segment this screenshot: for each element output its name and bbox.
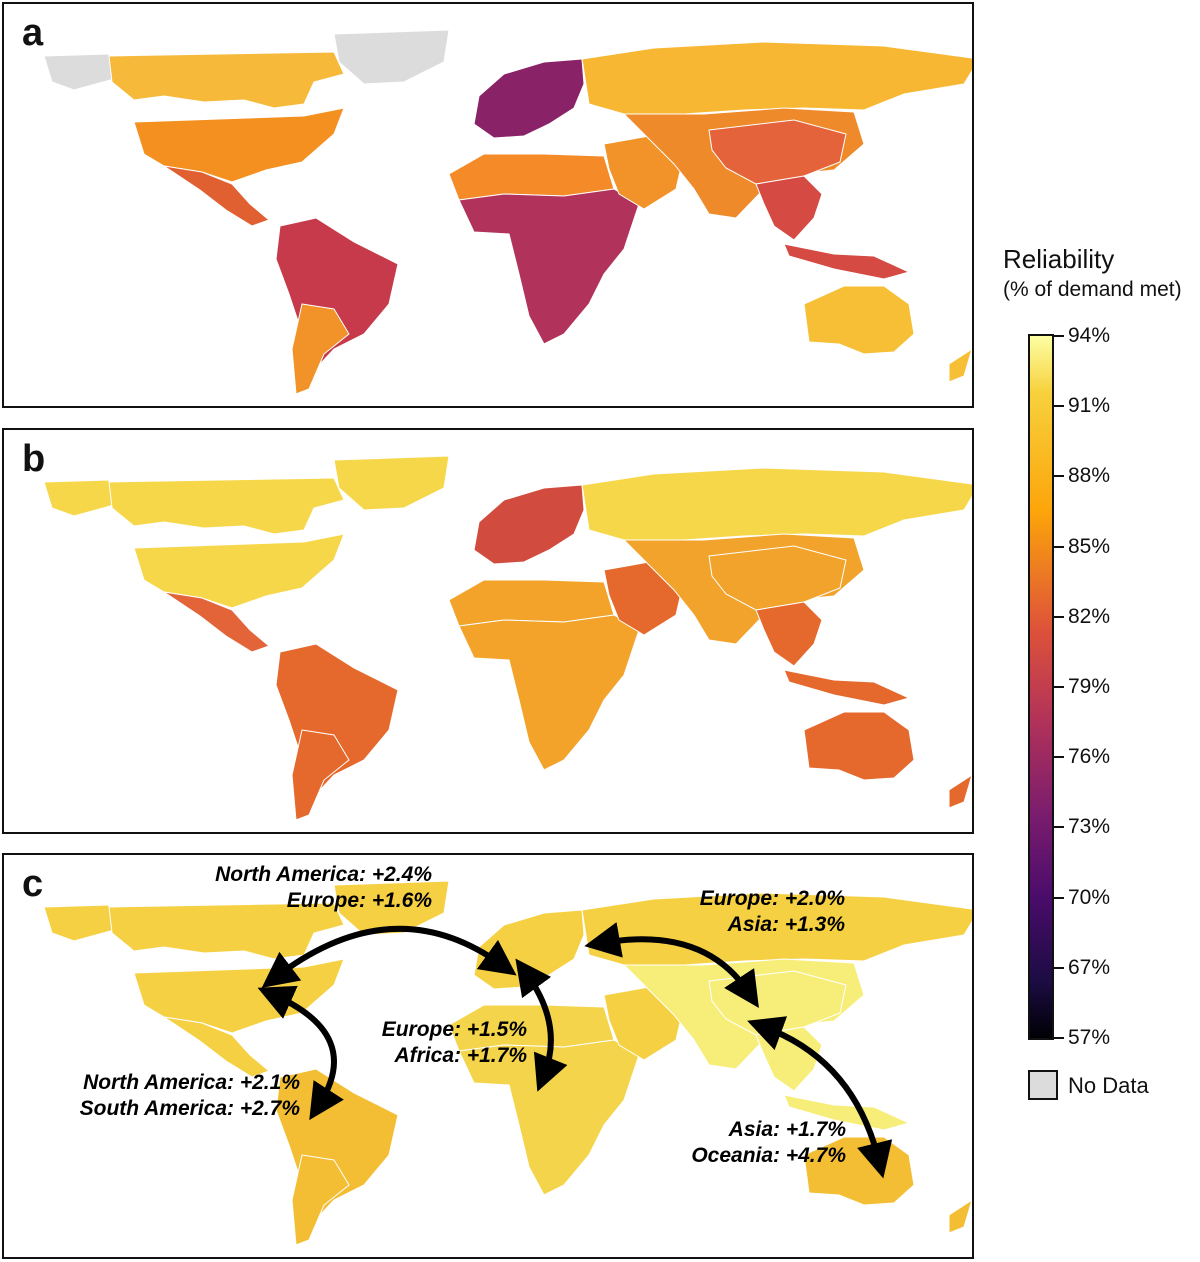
region-russia <box>581 41 972 115</box>
annotation-north-america-south-america: North America: +2.1% South America: +2.7… <box>20 1070 300 1122</box>
arrow-europe-asia <box>584 922 759 1009</box>
region-mexico <box>163 591 270 653</box>
annotation-line: Europe: +1.5% <box>381 1018 527 1041</box>
colorbar-tick <box>1054 615 1064 618</box>
annotation-line: Oceania: +4.7% <box>691 1144 846 1167</box>
colorbar-tick-label: 85% <box>1068 534 1111 558</box>
colorbar-tick <box>1054 475 1064 478</box>
colorbar-tick <box>1054 966 1064 969</box>
exchange-arrows <box>257 922 893 1179</box>
colorbar-tick <box>1054 826 1064 829</box>
colorbar-tick-label: 70% <box>1068 885 1111 909</box>
colorbar-tick <box>1054 335 1064 337</box>
colorbar-tick <box>1054 1037 1064 1039</box>
region-southeast-asia <box>755 601 911 706</box>
colorbar-tick <box>1054 756 1064 759</box>
arrow-na-europe <box>261 925 517 988</box>
annotation-line: North America: +2.1% <box>83 1071 300 1094</box>
colorbar-tick <box>1054 405 1064 408</box>
annotation-asia-oceania: Asia: +1.7% Oceania: +4.7% <box>640 1117 846 1169</box>
colorbar <box>1028 334 1054 1040</box>
region-southeast-asia <box>755 175 911 280</box>
annotation-europe-africa: Europe: +1.5% Africa: +1.7% <box>330 1017 527 1069</box>
annotation-europe-asia: Europe: +2.0% Asia: +1.3% <box>640 886 845 938</box>
annotation-line: Africa: +1.7% <box>394 1044 527 1067</box>
colorbar-tick-label: 82% <box>1068 604 1111 628</box>
region-africa <box>458 1039 640 1196</box>
colorbar-tick-label: 67% <box>1068 955 1111 979</box>
region-argentina <box>291 729 350 821</box>
annotation-line: Asia: +1.7% <box>728 1118 846 1141</box>
colorbar-tick-label: 76% <box>1068 745 1111 769</box>
colorbar-tick-label: 94% <box>1068 324 1111 347</box>
panel-label: a <box>22 12 44 54</box>
annotation-line: Asia: +1.3% <box>727 913 845 936</box>
no-data-swatch <box>1028 1070 1058 1100</box>
panel-label: b <box>22 438 46 480</box>
region-oceania <box>803 285 972 383</box>
legend-subtitle: (% of demand met) <box>1003 278 1182 301</box>
region-mexico <box>163 165 270 227</box>
annotation-north-america-europe: North America: +2.4% Europe: +1.6% <box>150 862 432 914</box>
colorbar-tick-label: 79% <box>1068 675 1111 698</box>
region-africa <box>458 614 640 771</box>
panel-label: c <box>22 863 44 905</box>
map-panel-a: a <box>2 2 974 408</box>
colorbar-tick <box>1054 545 1064 548</box>
world-map <box>43 29 972 395</box>
colorbar-tick-label: 88% <box>1068 464 1111 488</box>
region-usa <box>133 533 345 609</box>
map-panel-b: b <box>2 428 974 834</box>
arrow-asia-oceania <box>747 1016 893 1179</box>
no-data-label: No Data <box>1068 1073 1149 1098</box>
colorbar-tick <box>1054 896 1064 899</box>
region-usa <box>133 107 345 183</box>
arrow-na-sa <box>257 985 344 1121</box>
annotation-line: Europe: +1.6% <box>286 889 432 912</box>
region-europe <box>473 484 585 565</box>
map-panel-c: c <box>2 853 974 1259</box>
region-oceania <box>803 711 972 809</box>
legend-title: Reliability <box>1003 244 1115 274</box>
colorbar-tick <box>1054 686 1064 688</box>
annotation-line: North America: +2.4% <box>215 863 432 886</box>
region-north-america <box>108 477 345 535</box>
colorbar-tick-label: 91% <box>1068 394 1111 418</box>
arrow-europe-africa <box>515 958 568 1092</box>
colorbar-tick-label: 73% <box>1068 815 1111 839</box>
region-argentina <box>291 1154 350 1246</box>
region-europe <box>473 58 585 139</box>
region-russia <box>581 467 972 541</box>
annotation-line: South America: +2.7% <box>79 1097 300 1120</box>
region-argentina <box>291 303 350 395</box>
colorbar-tick-label: 57% <box>1068 1026 1111 1049</box>
world-map <box>43 455 972 821</box>
region-africa <box>458 188 640 345</box>
annotation-line: Europe: +2.0% <box>699 887 845 910</box>
region-north-america <box>108 51 345 109</box>
